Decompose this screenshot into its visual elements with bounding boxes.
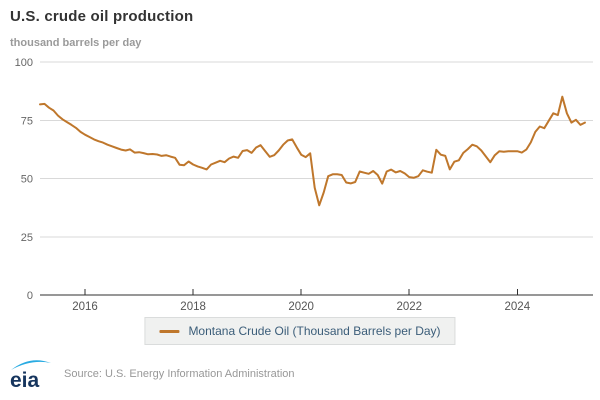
eia-logo-swoosh-icon: [11, 360, 51, 370]
footer: eia Source: U.S. Energy Information Admi…: [8, 356, 295, 392]
x-tick-label: 2022: [396, 301, 422, 313]
legend-line-swatch: [159, 329, 180, 333]
y-tick-label: 75: [21, 115, 33, 127]
x-tick-label: 2020: [288, 301, 314, 313]
line-chart-plot[interactable]: 0 25 50 75 100 2016 2018 2020 2022 2024: [0, 0, 600, 315]
source-text: Source: U.S. Energy Information Administ…: [64, 368, 295, 380]
series-line-montana-crude-oil[interactable]: [39, 95, 586, 207]
x-tick-label: 2018: [180, 301, 206, 313]
chart-subtitle: thousand barrels per day: [10, 37, 142, 49]
legend-label: Montana Crude Oil (Thousand Barrels per …: [188, 324, 441, 338]
y-tick-label: 0: [27, 290, 33, 302]
y-tick-label: 25: [21, 232, 33, 244]
x-tick-label: 2024: [505, 301, 531, 313]
y-tick-label: 50: [21, 174, 33, 186]
y-tick-label: 100: [15, 57, 33, 69]
chart-title: U.S. crude oil production: [10, 8, 194, 25]
eia-logo-text: eia: [10, 369, 40, 392]
x-tick-label: 2016: [72, 301, 98, 313]
eia-logo[interactable]: eia: [8, 356, 54, 392]
legend[interactable]: Montana Crude Oil (Thousand Barrels per …: [144, 317, 456, 345]
